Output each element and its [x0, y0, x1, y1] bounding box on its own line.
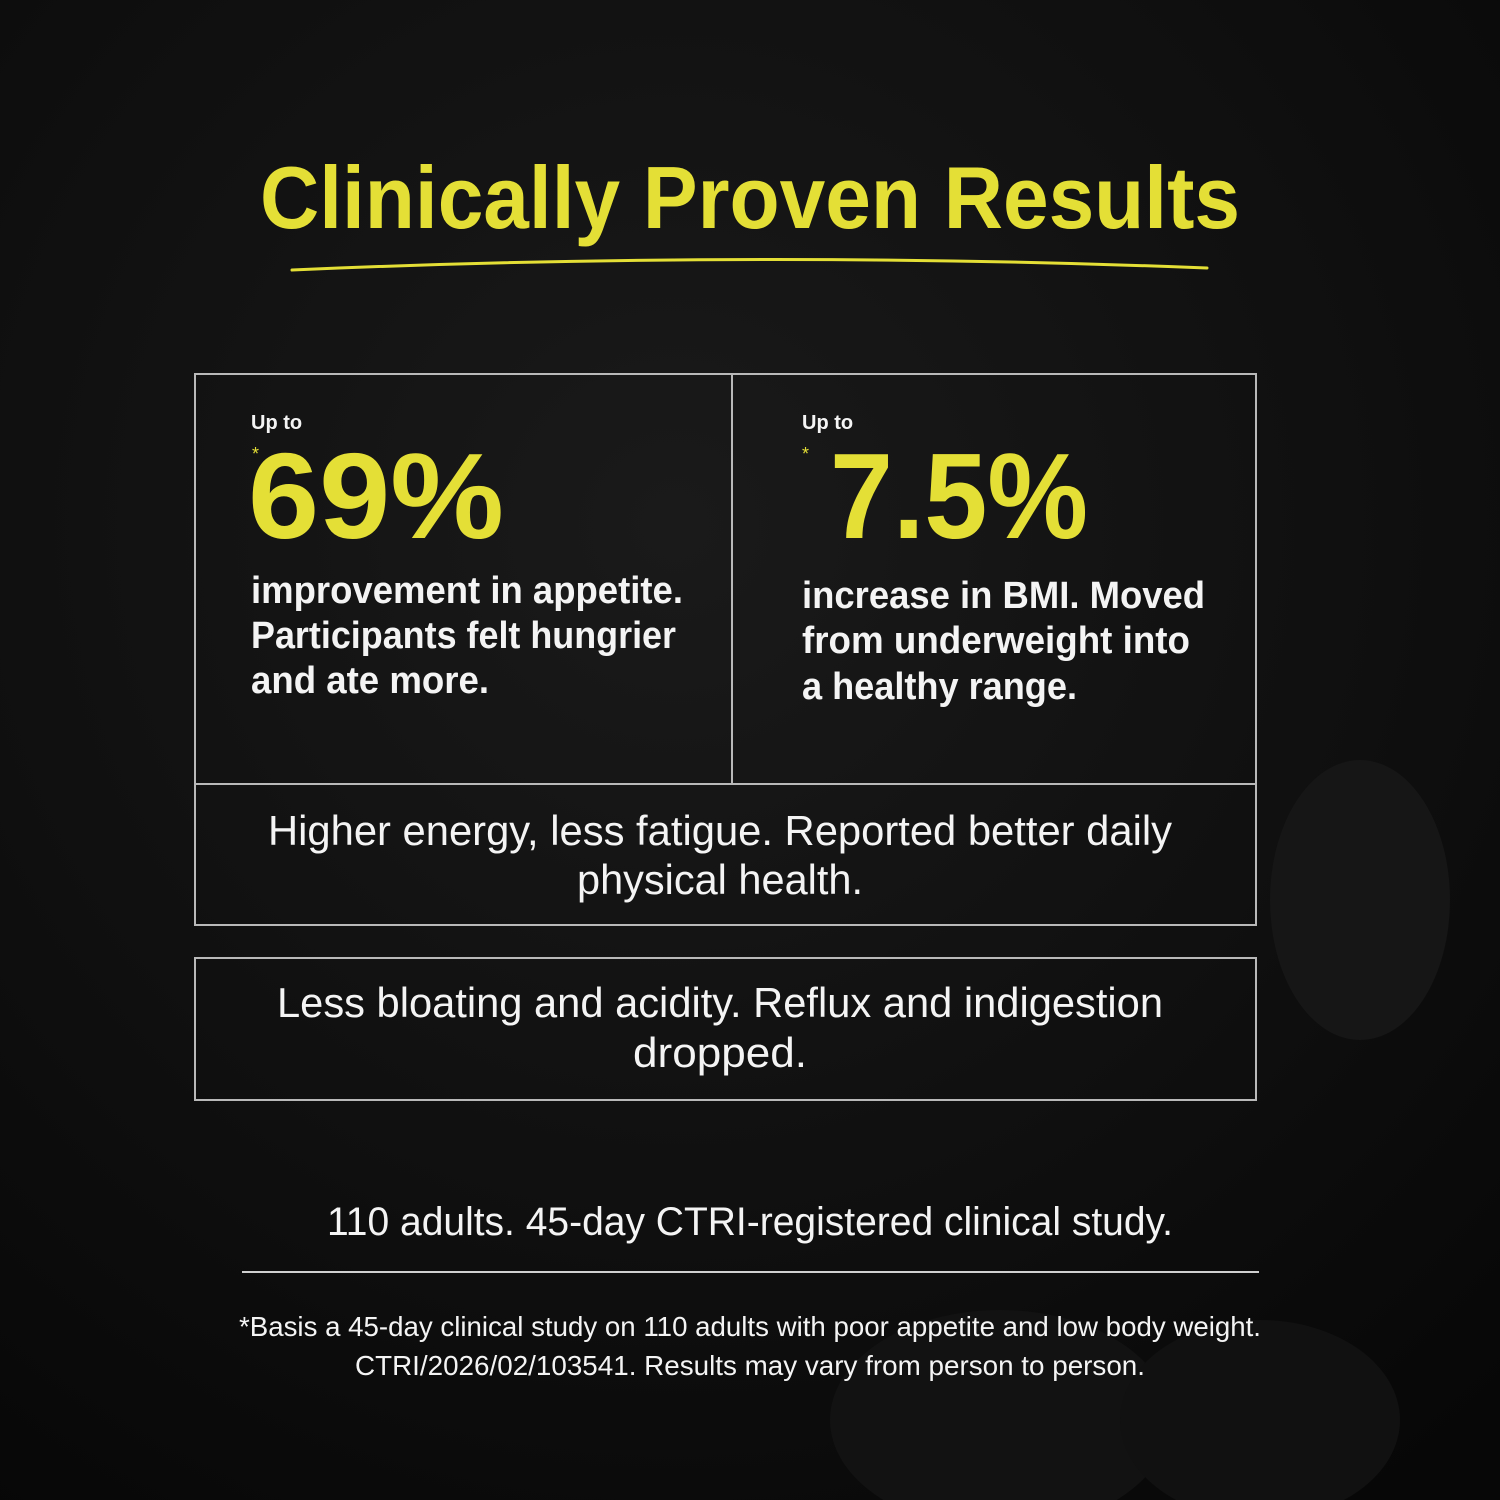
study-summary: 110 adults. 45-day CTRI-registered clini…: [327, 1200, 1173, 1244]
stat-description: and ate more.: [251, 660, 489, 702]
benefit-box: [194, 957, 1257, 1101]
stat-description: increase in BMI. Moved: [802, 575, 1205, 617]
stat-description: Participants felt hungrier: [251, 615, 676, 657]
footnote: *Basis a 45-day clinical study on 110 ad…: [239, 1311, 1261, 1342]
benefit-text: Less bloating and acidity. Reflux and in…: [277, 979, 1163, 1026]
stat-value: 69%: [248, 428, 504, 564]
title: Clinically Proven Results: [260, 148, 1240, 247]
stat-marker: *: [802, 444, 809, 464]
title-underline: [290, 257, 1209, 272]
stats-box: [194, 373, 1257, 926]
background-dumbbell: [1120, 1320, 1400, 1500]
footnote: CTRI/2026/02/103541. Results may vary fr…: [355, 1350, 1145, 1381]
background-dumbbell: [830, 1310, 1170, 1500]
stat-marker: *: [252, 444, 259, 464]
benefit-text: Higher energy, less fatigue. Reported be…: [268, 807, 1172, 854]
stat-prefix: Up to: [251, 412, 302, 434]
benefit-text: physical health.: [577, 856, 863, 903]
stat-value: 7.5%: [830, 428, 1088, 564]
benefit-text: dropped.: [633, 1029, 807, 1076]
stat-prefix: Up to: [802, 412, 853, 434]
stat-description: from underweight into: [802, 620, 1190, 662]
stat-description: a healthy range.: [802, 666, 1077, 708]
stat-description: improvement in appetite.: [251, 570, 683, 612]
background-weight: [1270, 760, 1450, 1040]
